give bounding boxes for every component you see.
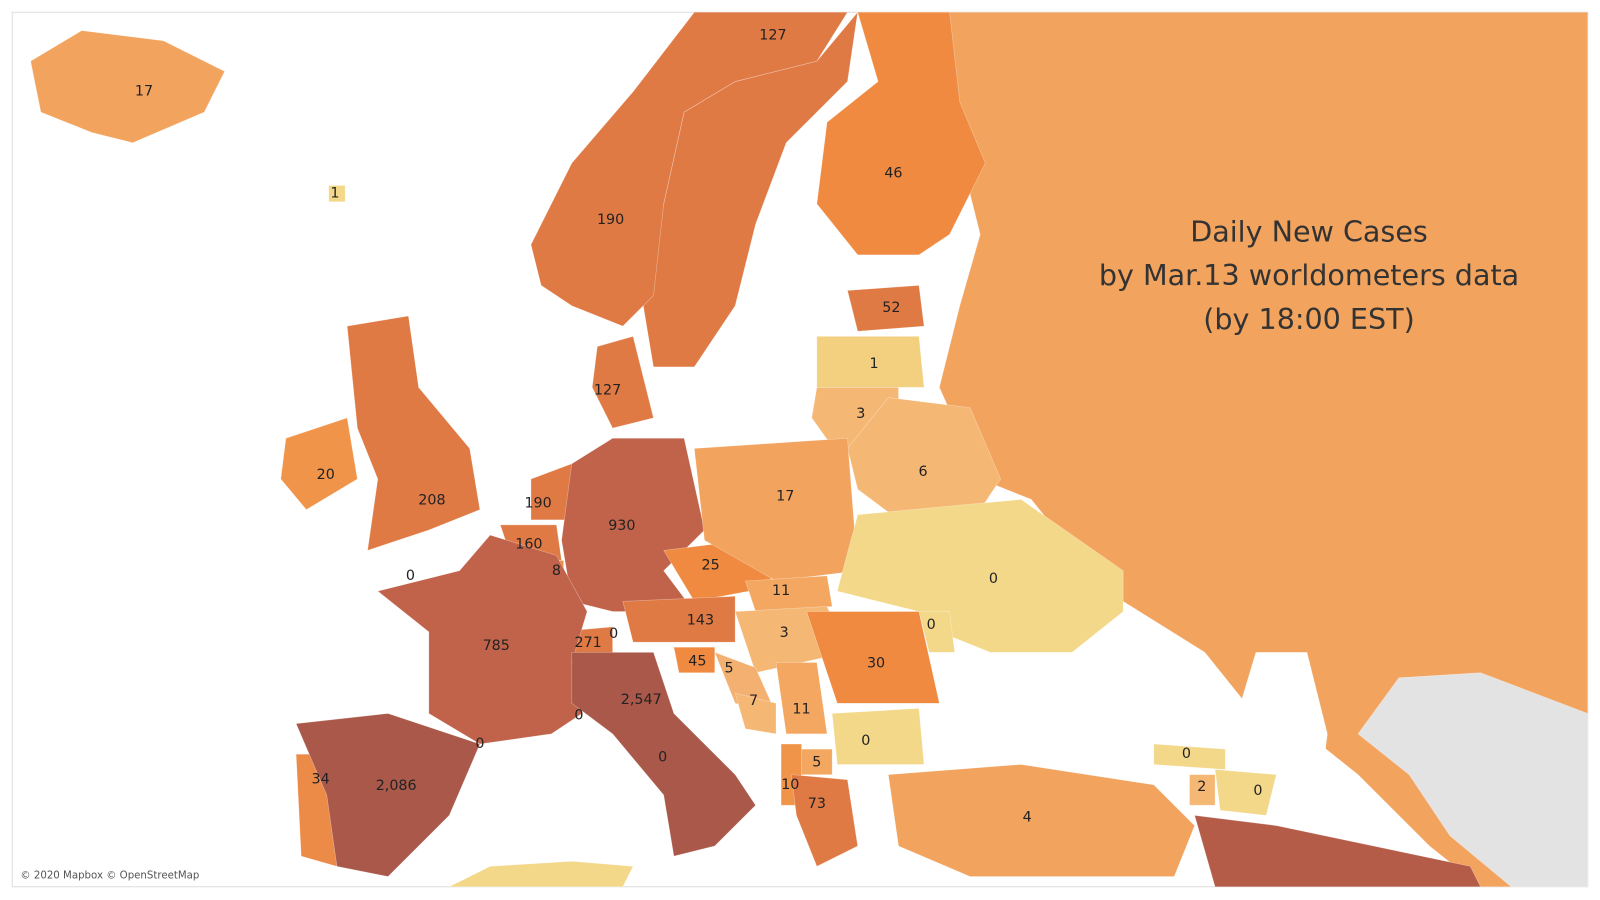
country-value-label: 7 <box>749 693 758 709</box>
country <box>816 11 986 256</box>
country <box>790 774 859 867</box>
country-value-label: 6 <box>918 464 927 480</box>
country-value-label: 930 <box>608 518 635 534</box>
country-value-label: 3 <box>780 625 789 641</box>
country-value-label: 30 <box>867 656 885 672</box>
country-value-label: 11 <box>772 583 790 599</box>
country <box>346 315 481 551</box>
black-sea <box>923 652 1155 775</box>
country-value-label: 11 <box>792 701 810 717</box>
country <box>816 336 925 388</box>
russia-region <box>939 11 1589 888</box>
map-title-line: Daily New Cases <box>1190 214 1428 248</box>
country-value-label: 5 <box>724 661 733 677</box>
no-data-region <box>1357 672 1589 888</box>
country-value-label: 1 <box>330 186 339 202</box>
country <box>918 611 956 653</box>
country-value-label: 4 <box>1023 809 1032 825</box>
country <box>806 611 940 704</box>
attribution: © 2020 Mapbox © OpenStreetMap <box>20 871 199 882</box>
country-value-label: 143 <box>687 613 714 629</box>
country-value-label: 52 <box>882 300 900 316</box>
country-value-label: 73 <box>808 796 826 812</box>
country-value-label: 0 <box>609 626 618 642</box>
country-value-label: 160 <box>515 536 542 552</box>
country-value-label: 46 <box>884 165 902 181</box>
country <box>734 692 777 735</box>
country-value-label: 17 <box>135 84 153 100</box>
country <box>295 713 481 877</box>
country-value-label: 2 <box>1197 779 1206 795</box>
country-value-label: 0 <box>1182 746 1191 762</box>
country-value-label: 0 <box>1253 783 1262 799</box>
country-value-label: 2,547 <box>621 692 662 708</box>
country <box>1189 774 1216 806</box>
country <box>328 185 346 203</box>
africa-region <box>449 860 634 888</box>
country-value-label: 271 <box>575 635 602 651</box>
country <box>775 662 828 735</box>
country <box>591 335 654 429</box>
country-value-label: 10 <box>781 777 799 793</box>
country-value-label: 0 <box>475 736 484 752</box>
country <box>831 708 925 765</box>
country <box>530 11 849 327</box>
country-value-label: 2,086 <box>376 778 417 794</box>
country <box>30 30 226 144</box>
map-title-line: (by 18:00 EST) <box>1203 302 1414 336</box>
country-value-label: 785 <box>483 638 510 654</box>
country <box>673 646 716 674</box>
map-title-line: by Mar.13 worldometers data <box>1099 258 1519 292</box>
country <box>561 437 705 612</box>
country-value-label: 8 <box>552 563 561 579</box>
country <box>744 575 833 612</box>
country <box>571 652 756 857</box>
country-value-label: 0 <box>927 617 936 633</box>
country-value-label: 3 <box>856 406 865 422</box>
country-value-label: 25 <box>702 558 720 574</box>
country <box>280 417 358 511</box>
country-value-label: 0 <box>574 708 583 724</box>
country-value-label: 190 <box>524 496 551 512</box>
country-value-label: 190 <box>597 212 624 228</box>
country-value-label: 17 <box>776 488 794 504</box>
country <box>693 437 859 582</box>
country-value-label: 0 <box>989 571 998 587</box>
country-value-label: 127 <box>759 28 786 44</box>
country <box>847 285 925 332</box>
country <box>836 499 1124 653</box>
country-value-label: 0 <box>658 749 667 765</box>
country <box>622 595 736 643</box>
country <box>887 764 1195 877</box>
country <box>1214 769 1277 816</box>
iran-region <box>1194 815 1482 888</box>
country-value-label: 0 <box>861 733 870 749</box>
country-value-label: 127 <box>594 382 621 398</box>
country-value-label: 208 <box>418 492 445 508</box>
country-value-label: 20 <box>317 467 335 483</box>
country-value-label: 45 <box>688 654 706 670</box>
country-value-label: 5 <box>812 754 821 770</box>
country-value-label: 34 <box>312 772 330 788</box>
country <box>1153 743 1226 770</box>
country-value-label: 1 <box>869 356 878 372</box>
country-value-label: 0 <box>406 568 415 584</box>
